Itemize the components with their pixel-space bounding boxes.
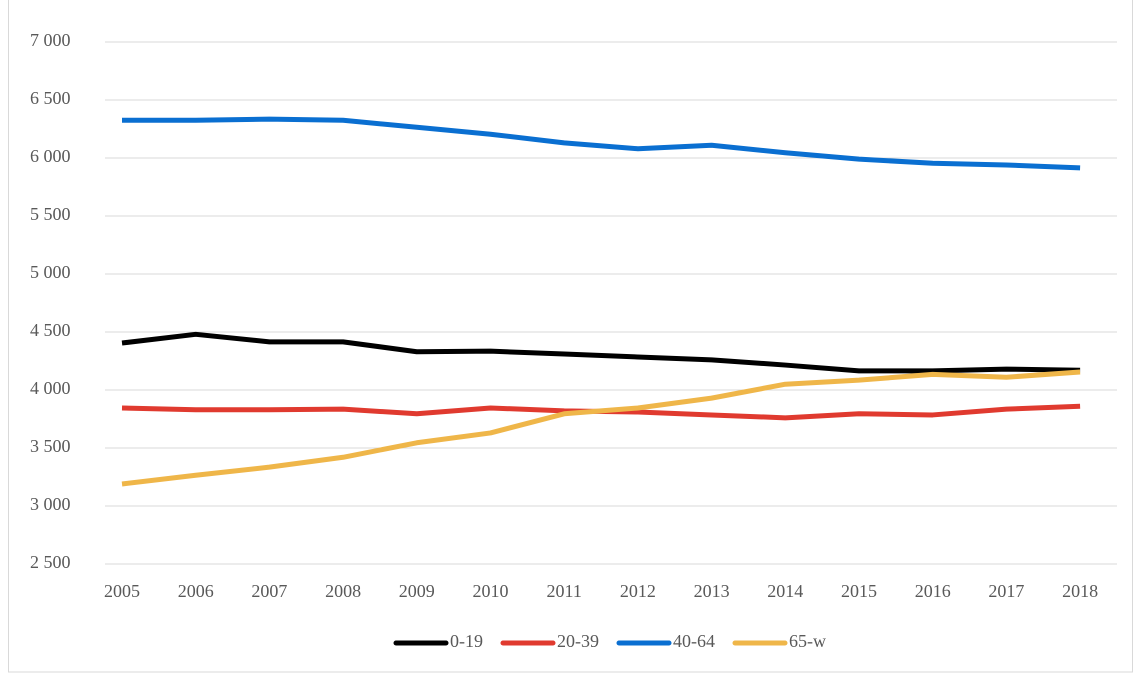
- legend-label: 20-39: [557, 631, 599, 651]
- x-tick-label: 2017: [988, 581, 1024, 601]
- x-tick-label: 2010: [473, 581, 509, 601]
- series-line: [121, 331, 1081, 374]
- x-tick-label: 2008: [325, 581, 361, 601]
- y-tick-label: 3 500: [30, 436, 71, 456]
- series-line: [122, 116, 1081, 171]
- x-tick-label: 2015: [841, 581, 877, 601]
- x-tick-label: 2012: [620, 581, 656, 601]
- y-tick-label: 2 500: [30, 552, 71, 572]
- y-tick-label: 6 500: [30, 88, 71, 108]
- x-tick-label: 2005: [104, 581, 140, 601]
- y-tick-label: 4 500: [30, 320, 71, 340]
- y-tick-label: 3 000: [30, 494, 71, 514]
- y-tick-label: 6 000: [30, 146, 71, 166]
- x-tick-label: 2009: [399, 581, 435, 601]
- x-tick-label: 2018: [1062, 581, 1098, 601]
- legend-label: 40-64: [673, 631, 715, 651]
- x-tick-label: 2007: [251, 581, 287, 601]
- x-tick-label: 2014: [767, 581, 803, 601]
- y-tick-label: 4 000: [30, 378, 71, 398]
- chart-frame: [8, 0, 1133, 673]
- y-tick-label: 7 000: [30, 30, 71, 50]
- legend-label: 65-w: [789, 631, 826, 651]
- y-tick-label: 5 000: [30, 262, 71, 282]
- y-tick-label: 5 500: [30, 204, 71, 224]
- legend-label: 0-19: [450, 631, 483, 651]
- x-tick-label: 2016: [915, 581, 951, 601]
- x-tick-label: 2011: [547, 581, 582, 601]
- x-tick-label: 2006: [178, 581, 214, 601]
- series-line: [121, 369, 1081, 487]
- x-tick-label: 2013: [694, 581, 730, 601]
